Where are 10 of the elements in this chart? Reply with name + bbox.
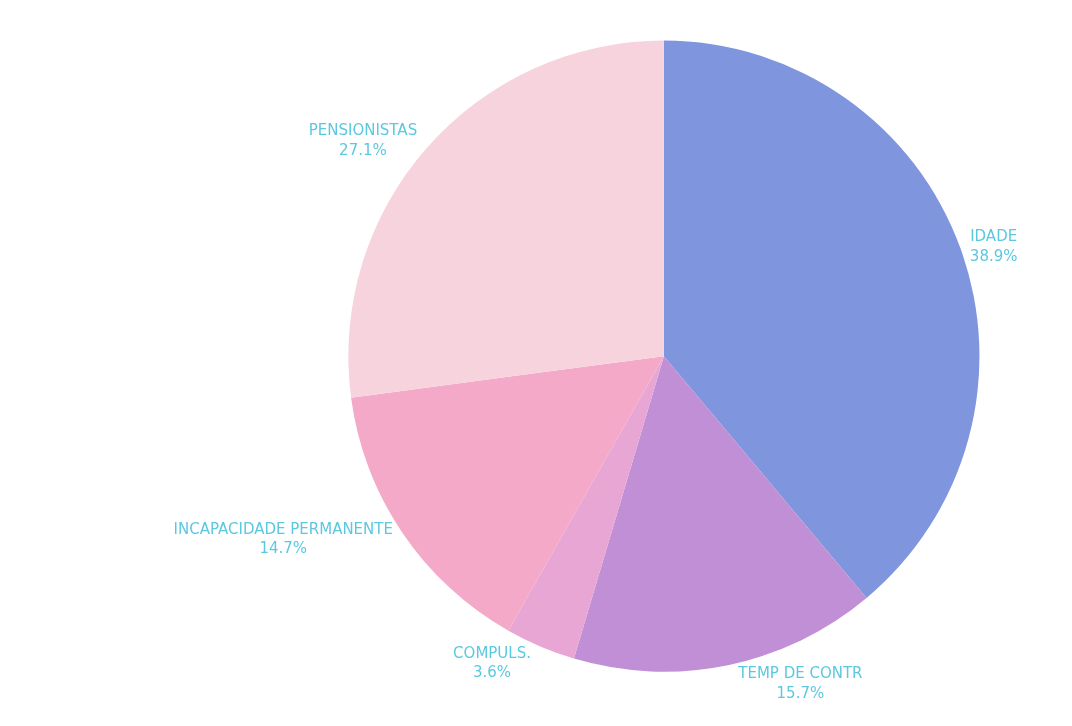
slice-label: COMPULS. xyxy=(453,643,532,662)
data-label: 15.7% xyxy=(776,683,825,702)
slice-label: PENSIONISTAS xyxy=(308,121,418,140)
data-label: 27.1% xyxy=(339,140,387,159)
data-label: 14.7% xyxy=(259,539,308,558)
data-label: 3.6% xyxy=(473,663,512,682)
slice-label: INCAPACIDADE PERMANENTE xyxy=(173,519,393,538)
slice-label: IDADE xyxy=(970,227,1018,246)
data-label: 38.9% xyxy=(969,246,1018,265)
slice-label: TEMP DE CONTR xyxy=(737,664,863,683)
